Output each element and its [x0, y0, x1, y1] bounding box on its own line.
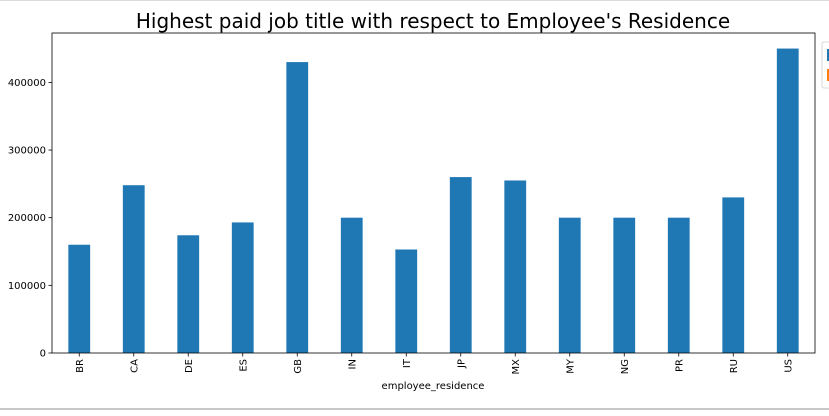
- bar-ng: [613, 217, 636, 353]
- bar-de: [177, 235, 200, 353]
- x-tick-label-gb: GB: [293, 359, 304, 374]
- x-tick-label-ru: RU: [729, 359, 740, 373]
- y-tick-label-200000: 200000: [8, 213, 46, 224]
- x-tick-label-mx: MX: [511, 359, 522, 375]
- bar-it: [395, 249, 418, 353]
- x-tick-label-my: MY: [565, 358, 576, 374]
- x-axis: BR CA DE ES GB IN IT JP MX MY NG PR RU US: [75, 353, 794, 375]
- bar-br: [68, 244, 91, 353]
- x-tick-label-ca: CA: [129, 359, 140, 373]
- bar-ca: [122, 185, 145, 353]
- y-axis: 0 100000 200000 300000 400000: [8, 78, 52, 360]
- x-tick-label-de: DE: [184, 359, 195, 373]
- y-tick-label-300000: 300000: [8, 146, 46, 157]
- x-tick-label-in: IN: [347, 359, 358, 369]
- bar-pr: [667, 217, 690, 353]
- bars-layer: [68, 48, 799, 354]
- x-tick-label-jp: JP: [456, 359, 467, 369]
- bar-us: [776, 48, 799, 354]
- x-tick-label-ng: NG: [620, 359, 631, 374]
- bar-es: [231, 222, 254, 353]
- x-tick-label-it: IT: [402, 358, 413, 368]
- bar-in: [340, 217, 363, 353]
- legend-swatch-series-2: [827, 69, 829, 81]
- plot-area-frame: [51, 32, 816, 354]
- bar-ru: [722, 197, 745, 353]
- bottom-divider: [0, 408, 829, 410]
- legend-swatch-series-1: [827, 49, 829, 61]
- y-tick-label-0: 0: [40, 349, 46, 360]
- x-tick-label-br: BR: [75, 359, 86, 373]
- y-tick-label-400000: 400000: [8, 78, 46, 89]
- x-tick-label-us: US: [783, 359, 794, 373]
- x-axis-label: employee_residence: [382, 381, 485, 392]
- bar-my: [558, 217, 581, 353]
- bar-jp: [449, 177, 472, 353]
- x-tick-label-es: ES: [238, 359, 249, 372]
- x-tick-label-pr: PR: [674, 359, 685, 372]
- chart-title: Highest paid job title with respect to E…: [136, 9, 730, 33]
- top-divider: [0, 0, 829, 1]
- legend-frame: [821, 41, 829, 89]
- bar-mx: [504, 180, 527, 353]
- bar-gb: [286, 62, 309, 354]
- legend-box: [821, 41, 829, 89]
- y-tick-label-100000: 100000: [8, 281, 46, 292]
